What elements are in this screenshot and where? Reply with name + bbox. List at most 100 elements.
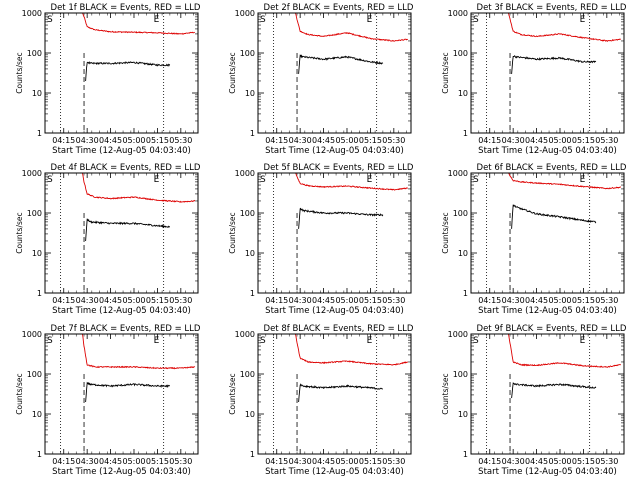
- marker-s-label: S: [260, 336, 266, 346]
- x-tick-label: 04:30: [289, 457, 312, 466]
- events-series-line: [511, 55, 597, 74]
- y-tick-label: 100: [453, 49, 468, 58]
- x-tick-label: 05:00: [122, 136, 145, 145]
- panel-title: Det 9f BLACK = Events, RED = LLD: [477, 324, 627, 334]
- x-axis-label: Start Time (12-Aug-05 04:03:40): [478, 146, 617, 156]
- lld-series-line: [295, 13, 408, 42]
- events-series-line: [298, 54, 384, 74]
- plot-frame: [44, 333, 199, 455]
- x-axis-label: Start Time (12-Aug-05 04:03:40): [52, 146, 191, 156]
- panel-title: Det 7f BLACK = Events, RED = LLD: [51, 324, 201, 334]
- y-axis-label: Counts/sec: [15, 373, 24, 414]
- y-tick-label: 10: [245, 89, 255, 98]
- x-tick-label: 05:30: [595, 457, 618, 466]
- x-tick-label: 04:45: [312, 457, 335, 466]
- x-tick-label: 04:30: [289, 296, 312, 305]
- lld-series-line: [508, 13, 621, 42]
- chart-panel: Det 2f BLACK = Events, RED = LLD 1 10 100 10…: [228, 3, 414, 156]
- lld-series-line: [508, 334, 621, 368]
- x-tick-label: 04:30: [289, 136, 312, 145]
- x-tick-label: 05:00: [122, 296, 145, 305]
- x-tick-label: 04:30: [502, 136, 525, 145]
- marker-s-label: S: [47, 336, 53, 346]
- y-tick-label: 1000: [22, 9, 42, 18]
- y-tick-label: 100: [27, 49, 42, 58]
- x-tick-label: 05:00: [122, 457, 145, 466]
- y-axis-label: Counts/sec: [441, 212, 450, 253]
- plot-frame: [257, 12, 412, 134]
- panel-title: Det 1f BLACK = Events, RED = LLD: [51, 3, 201, 13]
- plot-frame: [470, 12, 625, 134]
- marker-s-label: S: [473, 175, 479, 185]
- series-group: [82, 13, 195, 82]
- plot-frame: [470, 172, 625, 294]
- y-tick-label: 10: [458, 410, 468, 419]
- x-tick-label: 04:30: [76, 457, 99, 466]
- marker-s-label: S: [260, 15, 266, 25]
- x-tick-label: 05:00: [548, 296, 571, 305]
- y-tick-label: 10: [32, 249, 42, 258]
- y-tick-label: 1000: [235, 9, 255, 18]
- x-tick-label: 05:15: [359, 296, 382, 305]
- y-tick-label: 1: [463, 450, 468, 459]
- x-tick-label: 04:15: [478, 136, 501, 145]
- x-tick-label: 05:30: [595, 296, 618, 305]
- x-tick-label: 05:15: [359, 457, 382, 466]
- series-group: [508, 334, 621, 399]
- y-tick-label: 1000: [22, 330, 42, 339]
- x-tick-label: 04:45: [312, 296, 335, 305]
- panel-title: Det 8f BLACK = Events, RED = LLD: [264, 324, 414, 334]
- chart-panel: Det 6f BLACK = Events, RED = LLD 1 10 100 10…: [441, 163, 627, 316]
- x-tick-label: 04:45: [525, 296, 548, 305]
- x-tick-label: 04:30: [76, 136, 99, 145]
- marker-e-label: E: [154, 175, 160, 185]
- y-axis-label: Counts/sec: [441, 373, 450, 414]
- x-tick-label: 04:15: [265, 457, 288, 466]
- events-series-line: [298, 207, 384, 229]
- series-group: [295, 173, 408, 229]
- marker-s-label: S: [473, 336, 479, 346]
- marker-e-label: E: [154, 15, 160, 25]
- plot-frame: [257, 333, 412, 455]
- y-tick-label: 10: [245, 249, 255, 258]
- x-tick-label: 04:15: [265, 296, 288, 305]
- series-group: [82, 334, 196, 403]
- plot-frame: [44, 172, 199, 294]
- y-tick-label: 100: [240, 209, 255, 218]
- marker-e-label: E: [580, 15, 586, 25]
- panel-title: Det 3f BLACK = Events, RED = LLD: [477, 3, 627, 13]
- y-tick-label: 1000: [448, 330, 468, 339]
- y-tick-label: 1000: [448, 9, 468, 18]
- events-series-line: [85, 381, 171, 403]
- y-axis-label: Counts/sec: [228, 52, 237, 93]
- panel-title: Det 2f BLACK = Events, RED = LLD: [264, 3, 414, 13]
- marker-e-label: E: [367, 336, 373, 346]
- x-tick-label: 04:30: [502, 296, 525, 305]
- x-tick-label: 05:30: [382, 457, 405, 466]
- x-tick-label: 04:30: [502, 457, 525, 466]
- marker-s-label: S: [260, 175, 266, 185]
- marker-s-label: S: [47, 175, 53, 185]
- x-tick-label: 05:00: [335, 136, 358, 145]
- x-axis-label: Start Time (12-Aug-05 04:03:40): [52, 306, 191, 316]
- lld-series-line: [508, 173, 622, 190]
- y-tick-label: 1000: [22, 169, 42, 178]
- events-series-line: [85, 61, 171, 82]
- events-series-line: [298, 383, 384, 403]
- chart-panel: Det 4f BLACK = Events, RED = LLD 1 10 100 10…: [15, 163, 201, 316]
- x-tick-label: 04:45: [312, 136, 335, 145]
- events-series-line: [511, 382, 597, 399]
- x-tick-label: 05:15: [572, 136, 595, 145]
- lld-series-line: [295, 334, 408, 366]
- chart-panel: Det 9f BLACK = Events, RED = LLD 1 10 100 10…: [441, 324, 627, 477]
- panel-title: Det 6f BLACK = Events, RED = LLD: [477, 163, 627, 173]
- x-tick-label: 04:45: [99, 296, 122, 305]
- marker-e-label: E: [580, 175, 586, 185]
- x-axis-label: Start Time (12-Aug-05 04:03:40): [478, 306, 617, 316]
- x-tick-label: 05:00: [335, 457, 358, 466]
- x-tick-label: 05:15: [572, 457, 595, 466]
- series-group: [295, 13, 408, 74]
- x-tick-label: 05:00: [548, 136, 571, 145]
- x-axis-label: Start Time (12-Aug-05 04:03:40): [265, 306, 404, 316]
